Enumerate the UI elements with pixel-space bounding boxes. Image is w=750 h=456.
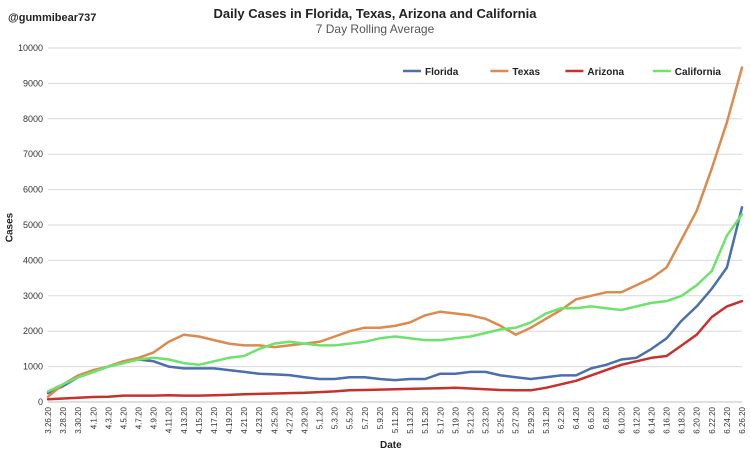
y-tick-label: 4000 xyxy=(23,255,43,265)
x-tick-label: 6.20.20 xyxy=(693,406,702,433)
y-tick-label: 10000 xyxy=(18,43,43,53)
x-tick-label: 5.11.20 xyxy=(391,406,400,433)
x-tick-label: 4.29.20 xyxy=(300,406,309,433)
x-tick-label: 5.31.20 xyxy=(542,406,551,433)
x-tick-label: 5.15.20 xyxy=(421,406,430,433)
series-line-california xyxy=(46,213,744,393)
legend-label-texas: Texas xyxy=(512,67,540,78)
x-tick-label: 5.23.20 xyxy=(482,406,491,433)
x-tick-label: 3.28.20 xyxy=(59,406,68,433)
x-tick-label: 4.15.20 xyxy=(195,406,204,433)
y-tick-label: 7000 xyxy=(23,149,43,159)
x-tick-label: 4.23.20 xyxy=(255,406,264,433)
x-tick-label: 6.18.20 xyxy=(678,406,687,433)
x-tick-label: 3.30.20 xyxy=(74,406,83,433)
x-tick-label: 6.8.20 xyxy=(602,406,611,429)
x-tick-label: 5.7.20 xyxy=(361,406,370,429)
x-tick-label: 5.29.20 xyxy=(527,406,536,433)
x-tick-label: 5.1.20 xyxy=(316,406,325,429)
x-tick-label: 5.19.20 xyxy=(451,406,460,433)
x-tick-label: 5.25.20 xyxy=(497,406,506,433)
x-tick-label: 3.26.20 xyxy=(44,406,53,433)
legend-label-arizona: Arizona xyxy=(587,67,624,78)
x-tick-label: 6.16.20 xyxy=(663,406,672,433)
x-tick-label: 6.22.20 xyxy=(708,406,717,433)
x-tick-label: 4.9.20 xyxy=(150,406,159,429)
legend-label-florida: Florida xyxy=(425,67,459,78)
x-tick-label: 6.26.20 xyxy=(738,406,747,433)
x-tick-label: 4.17.20 xyxy=(210,406,219,433)
author-handle: @gummibear737 xyxy=(8,12,97,24)
x-tick-label: 4.3.20 xyxy=(104,406,113,429)
legend-label-california: California xyxy=(675,67,722,78)
y-tick-label: 2000 xyxy=(23,326,43,336)
x-tick-label: 6.4.20 xyxy=(572,406,581,429)
x-tick-label: 4.1.20 xyxy=(89,406,98,429)
x-tick-label: 5.17.20 xyxy=(436,406,445,433)
x-tick-label: 6.10.20 xyxy=(617,406,626,433)
series-line-texas xyxy=(46,66,744,398)
x-tick-label: 6.14.20 xyxy=(647,406,656,433)
series-line-arizona xyxy=(46,299,744,401)
chart-title: Daily Cases in Florida, Texas, Arizona a… xyxy=(213,6,537,21)
x-tick-label: 5.9.20 xyxy=(376,406,385,429)
x-tick-label: 4.25.20 xyxy=(270,406,279,433)
x-tick-label: 4.7.20 xyxy=(135,406,144,429)
y-tick-label: 6000 xyxy=(23,185,43,195)
x-tick-label: 5.21.20 xyxy=(466,406,475,433)
y-tick-label: 9000 xyxy=(23,78,43,88)
x-tick-label: 4.13.20 xyxy=(180,406,189,433)
y-tick-label: 3000 xyxy=(23,291,43,301)
y-tick-label: 8000 xyxy=(23,114,43,124)
x-tick-label: 4.21.20 xyxy=(240,406,249,433)
x-tick-label: 4.19.20 xyxy=(225,406,234,433)
x-tick-label: 6.24.20 xyxy=(723,406,732,433)
x-tick-label: 4.27.20 xyxy=(285,406,294,433)
y-tick-label: 1000 xyxy=(23,362,43,372)
series-line-florida xyxy=(46,206,744,395)
x-tick-label: 5.3.20 xyxy=(331,406,340,429)
x-axis-label: Date xyxy=(380,440,402,451)
x-tick-label: 5.13.20 xyxy=(406,406,415,433)
y-tick-label: 5000 xyxy=(23,220,43,230)
x-tick-label: 4.11.20 xyxy=(165,406,174,433)
x-tick-label: 4.5.20 xyxy=(119,406,128,429)
x-tick-label: 5.27.20 xyxy=(512,406,521,433)
y-tick-label: 0 xyxy=(38,397,43,407)
x-tick-label: 5.5.20 xyxy=(346,406,355,429)
x-tick-label: 6.6.20 xyxy=(587,406,596,429)
x-tick-label: 6.12.20 xyxy=(632,406,641,433)
chart-subtitle: 7 Day Rolling Average xyxy=(315,22,435,36)
x-tick-label: 6.2.20 xyxy=(557,406,566,429)
